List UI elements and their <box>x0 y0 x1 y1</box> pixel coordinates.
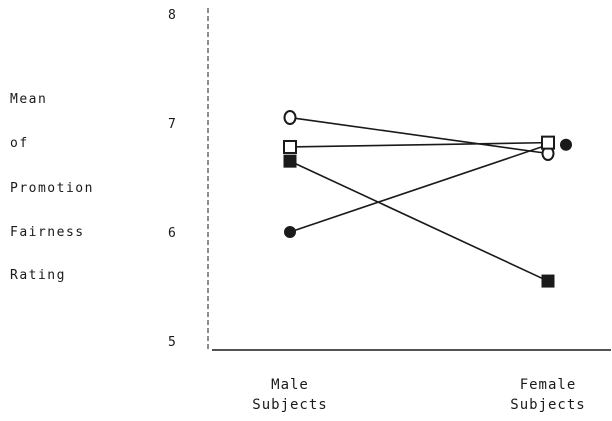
y-axis-label-line-3: Promotion <box>10 181 94 196</box>
y-tick-label-6: 6 <box>168 226 176 241</box>
x-category-label-2-line-1: Female <box>520 377 577 393</box>
x-category-label-1-line-2: Subjects <box>252 397 327 413</box>
x-category-label-2-line-2: Subjects <box>510 397 585 413</box>
series-line-filled-circle <box>289 144 549 233</box>
series-line-open-square <box>289 141 549 148</box>
y-axis-label-line-1: Mean <box>10 92 48 107</box>
marker-filled-circle-2 <box>560 138 572 151</box>
y-tick-label-8: 8 <box>168 8 176 23</box>
marker-filled-square-1 <box>283 154 297 168</box>
y-tick-label-5: 5 <box>168 335 176 350</box>
series-line-open-circle <box>289 116 549 155</box>
marker-open-square-2 <box>541 135 555 150</box>
y-axis-label-line-4: Fairness <box>10 225 85 240</box>
marker-filled-square-2 <box>541 274 555 288</box>
y-axis-label-line-2: of <box>10 136 29 151</box>
marker-filled-circle-1 <box>284 226 296 238</box>
marker-open-square-1 <box>283 139 297 154</box>
y-axis-label-line-5: Rating <box>10 268 66 283</box>
series-line-filled-square <box>289 160 549 282</box>
marker-open-circle-1 <box>283 110 297 126</box>
x-category-label-1-line-1: Male <box>271 377 309 393</box>
y-tick-label-7: 7 <box>168 117 176 132</box>
